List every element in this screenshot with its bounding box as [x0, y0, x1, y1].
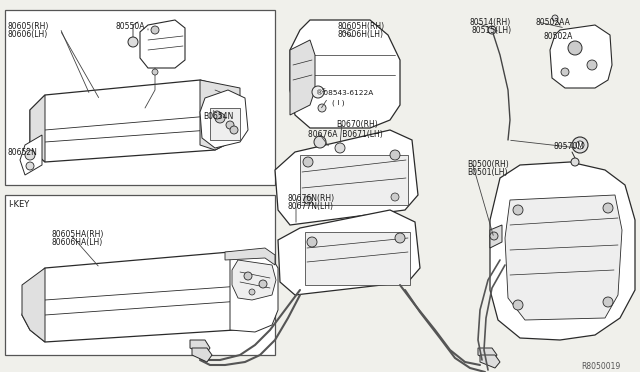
Polygon shape [30, 80, 240, 162]
Circle shape [490, 232, 498, 240]
Polygon shape [190, 340, 210, 355]
Text: 80514(RH): 80514(RH) [470, 18, 511, 27]
Polygon shape [290, 40, 315, 115]
Circle shape [561, 68, 569, 76]
Polygon shape [490, 225, 502, 248]
Circle shape [552, 15, 558, 21]
Polygon shape [200, 90, 248, 148]
Text: 80605(RH): 80605(RH) [8, 22, 49, 31]
Circle shape [249, 289, 255, 295]
Circle shape [151, 26, 159, 34]
Text: ( I ): ( I ) [332, 99, 344, 106]
Polygon shape [275, 130, 418, 225]
Circle shape [314, 136, 326, 148]
Circle shape [26, 162, 34, 170]
Text: 80605H(RH): 80605H(RH) [338, 22, 385, 31]
Text: B0654N: B0654N [203, 112, 234, 121]
Text: R8050019: R8050019 [580, 362, 620, 371]
Circle shape [390, 150, 400, 160]
Polygon shape [200, 80, 240, 150]
Polygon shape [505, 195, 622, 320]
Circle shape [335, 143, 345, 153]
Circle shape [572, 137, 588, 153]
Text: B0501(LH): B0501(LH) [467, 168, 508, 177]
Circle shape [603, 297, 613, 307]
Text: 80570M: 80570M [554, 142, 585, 151]
Text: S: S [322, 88, 326, 93]
Text: 80676N(RH): 80676N(RH) [288, 194, 335, 203]
Polygon shape [290, 20, 400, 128]
Circle shape [513, 205, 523, 215]
Circle shape [571, 158, 579, 166]
Text: B0670(RH): B0670(RH) [336, 120, 378, 129]
Text: 80550A: 80550A [115, 22, 145, 31]
Bar [305, 232, 410, 285]
Polygon shape [22, 268, 45, 342]
Bar [5, 10, 275, 185]
Text: 80502AA: 80502AA [535, 18, 570, 27]
Text: 80605HA(RH): 80605HA(RH) [52, 230, 104, 239]
Text: 80515(LH): 80515(LH) [472, 26, 512, 35]
Polygon shape [140, 20, 185, 68]
Circle shape [303, 157, 313, 167]
Circle shape [226, 121, 234, 129]
Text: 80502A: 80502A [543, 32, 572, 41]
Polygon shape [550, 25, 612, 88]
Circle shape [304, 196, 312, 204]
Circle shape [488, 26, 496, 34]
Text: B0500(RH): B0500(RH) [467, 160, 509, 169]
Circle shape [152, 69, 158, 75]
Polygon shape [20, 135, 42, 175]
Bar [210, 108, 240, 140]
Circle shape [215, 113, 225, 123]
Circle shape [603, 203, 613, 213]
Circle shape [395, 233, 405, 243]
Circle shape [318, 104, 326, 112]
Polygon shape [478, 348, 497, 362]
Polygon shape [230, 252, 278, 332]
Polygon shape [480, 355, 500, 368]
Bar [300, 155, 408, 205]
Polygon shape [225, 248, 275, 265]
Circle shape [312, 86, 324, 98]
Text: I-KEY: I-KEY [8, 200, 29, 209]
Circle shape [259, 280, 267, 288]
Text: 80606H(LH): 80606H(LH) [338, 30, 384, 39]
Circle shape [576, 141, 584, 149]
Text: 80652N: 80652N [8, 148, 38, 157]
Polygon shape [30, 95, 45, 162]
Circle shape [244, 272, 252, 280]
Text: 80676A  B0671(LH): 80676A B0671(LH) [308, 130, 383, 139]
Circle shape [128, 37, 138, 47]
Circle shape [230, 126, 238, 134]
Polygon shape [278, 210, 420, 295]
Polygon shape [490, 162, 635, 340]
Circle shape [307, 237, 317, 247]
Circle shape [587, 60, 597, 70]
Circle shape [391, 193, 399, 201]
Text: ®08543-6122A: ®08543-6122A [316, 90, 373, 96]
Circle shape [25, 150, 35, 160]
Polygon shape [232, 260, 276, 300]
Circle shape [213, 111, 221, 119]
Bar [5, 195, 275, 355]
Polygon shape [22, 252, 272, 342]
Circle shape [568, 41, 582, 55]
Text: 80606HA(LH): 80606HA(LH) [52, 238, 103, 247]
Text: 80606(LH): 80606(LH) [8, 30, 48, 39]
Polygon shape [192, 348, 212, 362]
Text: 80677N(LH): 80677N(LH) [288, 202, 334, 211]
Circle shape [513, 300, 523, 310]
